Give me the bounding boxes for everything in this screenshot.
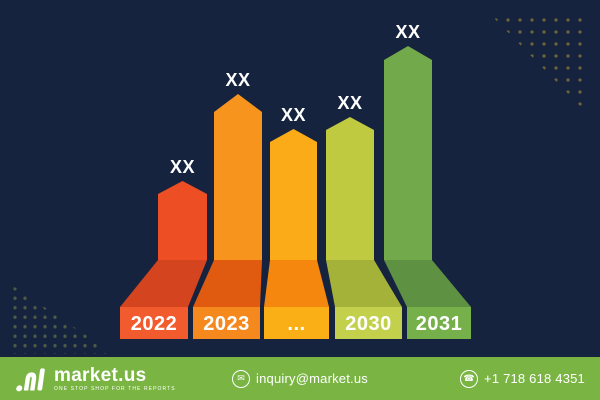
- value-label-...: XX: [281, 105, 306, 125]
- value-label-2031: XX: [395, 22, 420, 42]
- phone-contact[interactable]: ☎ +1 718 618 4351: [368, 369, 585, 388]
- bar-plate-2023: [193, 307, 260, 339]
- brand-block: market.us ONE STOP SHOP FOR THE REPORTS: [15, 364, 232, 394]
- bar-plate-...: [264, 307, 329, 339]
- bar-column-2022: [158, 181, 207, 260]
- bar-column-2023: [214, 94, 262, 260]
- year-label-2022: 2022: [131, 313, 178, 335]
- email-text[interactable]: inquiry@market.us: [256, 371, 368, 386]
- bar-ramp-2030: [326, 260, 402, 307]
- email-contact[interactable]: ✉ inquiry@market.us: [232, 369, 368, 388]
- bars-group: XX 2022 XX 2023 XX... XX 2030 XX 2031: [120, 22, 471, 339]
- year-label-...: ...: [287, 313, 305, 335]
- bar-plate-2022: [120, 307, 188, 339]
- value-label-2023: XX: [225, 70, 250, 90]
- bar-plate-2030: [335, 307, 402, 339]
- bar-ramp-2031: [384, 260, 471, 307]
- year-label-2031: 2031: [416, 313, 463, 335]
- bar-ramp-2022: [120, 260, 207, 307]
- year-label-2023: 2023: [203, 313, 250, 335]
- market-us-logo-icon: [16, 367, 45, 391]
- logo-wordmark: market.us: [54, 364, 147, 386]
- logo-tagline: ONE STOP SHOP FOR THE REPORTS: [54, 385, 176, 392]
- year-label-2030: 2030: [345, 313, 392, 335]
- bar-column-2031: [384, 46, 432, 260]
- bar-plate-2031: [407, 307, 471, 339]
- value-label-2030: XX: [337, 93, 362, 113]
- logo-text-block: market.us ONE STOP SHOP FOR THE REPORTS: [54, 366, 176, 392]
- phone-icon: ☎: [460, 369, 479, 388]
- bar-column-2030: [326, 117, 374, 260]
- bar-ramp-...: [264, 260, 329, 307]
- bar-chart: XX 2022 XX 2023 XX... XX 2030 XX 2031: [120, 22, 471, 339]
- bar-column-...: [270, 129, 317, 260]
- value-label-2022: XX: [170, 157, 195, 177]
- envelope-icon: ✉: [232, 369, 251, 388]
- footer-bar: market.us ONE STOP SHOP FOR THE REPORTS …: [0, 357, 600, 400]
- phone-text[interactable]: +1 718 618 4351: [484, 371, 585, 386]
- bar-ramp-2023: [193, 260, 262, 307]
